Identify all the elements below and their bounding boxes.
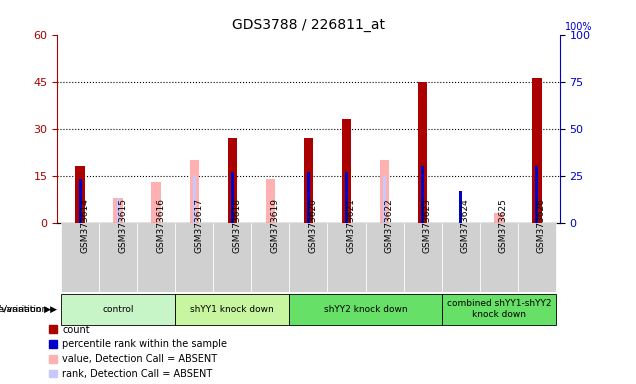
Legend: count, percentile rank within the sample, value, Detection Call = ABSENT, rank, : count, percentile rank within the sample… xyxy=(50,324,227,379)
Text: shYY1 knock down: shYY1 knock down xyxy=(190,305,274,314)
Bar xyxy=(345,172,348,223)
Bar xyxy=(441,293,556,324)
Bar xyxy=(190,160,199,223)
Bar xyxy=(494,214,504,223)
Bar xyxy=(536,166,538,223)
Bar xyxy=(289,293,441,324)
Bar xyxy=(480,223,518,292)
Text: GSM373618: GSM373618 xyxy=(232,198,241,253)
Bar xyxy=(289,223,328,292)
Text: shYY2 knock down: shYY2 knock down xyxy=(324,305,408,314)
Bar xyxy=(380,160,389,223)
Text: GSM373621: GSM373621 xyxy=(347,198,356,253)
Bar xyxy=(75,166,85,223)
Title: GDS3788 / 226811_at: GDS3788 / 226811_at xyxy=(232,18,385,32)
Text: GSM373626: GSM373626 xyxy=(537,198,546,253)
Bar xyxy=(532,78,542,223)
Text: GSM373624: GSM373624 xyxy=(460,198,470,253)
Text: genotype/variation ▶: genotype/variation ▶ xyxy=(0,305,57,314)
Bar xyxy=(176,293,289,324)
Text: GSM373622: GSM373622 xyxy=(385,198,394,253)
Bar xyxy=(518,223,556,292)
Text: GSM373619: GSM373619 xyxy=(270,198,279,253)
Text: 100%: 100% xyxy=(565,22,593,32)
Bar xyxy=(116,198,120,223)
Bar xyxy=(366,223,404,292)
Bar xyxy=(151,182,161,223)
Text: GSM373616: GSM373616 xyxy=(156,198,165,253)
Bar xyxy=(304,138,313,223)
Text: GSM373614: GSM373614 xyxy=(80,198,89,253)
Bar xyxy=(441,223,480,292)
Text: combined shYY1-shYY2
knock down: combined shYY1-shYY2 knock down xyxy=(446,300,551,319)
Bar xyxy=(228,138,237,223)
Bar xyxy=(307,172,310,223)
Bar xyxy=(113,198,123,223)
Bar xyxy=(383,176,386,223)
Text: control: control xyxy=(102,305,134,314)
Bar xyxy=(266,179,275,223)
Bar xyxy=(421,166,424,223)
Bar xyxy=(137,223,176,292)
Bar xyxy=(193,176,196,223)
Bar xyxy=(61,223,99,292)
Bar xyxy=(328,223,366,292)
Text: GSM373617: GSM373617 xyxy=(194,198,204,253)
Bar xyxy=(251,223,289,292)
Bar xyxy=(404,223,441,292)
Text: GSM373620: GSM373620 xyxy=(308,198,317,253)
Bar xyxy=(213,223,251,292)
Bar xyxy=(99,223,137,292)
Bar xyxy=(342,119,351,223)
Text: GSM373615: GSM373615 xyxy=(118,198,127,253)
Text: GSM373625: GSM373625 xyxy=(499,198,508,253)
Bar xyxy=(418,82,427,223)
Bar xyxy=(176,223,213,292)
Bar xyxy=(459,191,462,223)
Bar xyxy=(79,179,81,223)
Bar xyxy=(231,172,234,223)
Text: genotype/variation ▶: genotype/variation ▶ xyxy=(0,305,51,314)
Text: GSM373623: GSM373623 xyxy=(423,198,432,253)
Bar xyxy=(61,293,176,324)
